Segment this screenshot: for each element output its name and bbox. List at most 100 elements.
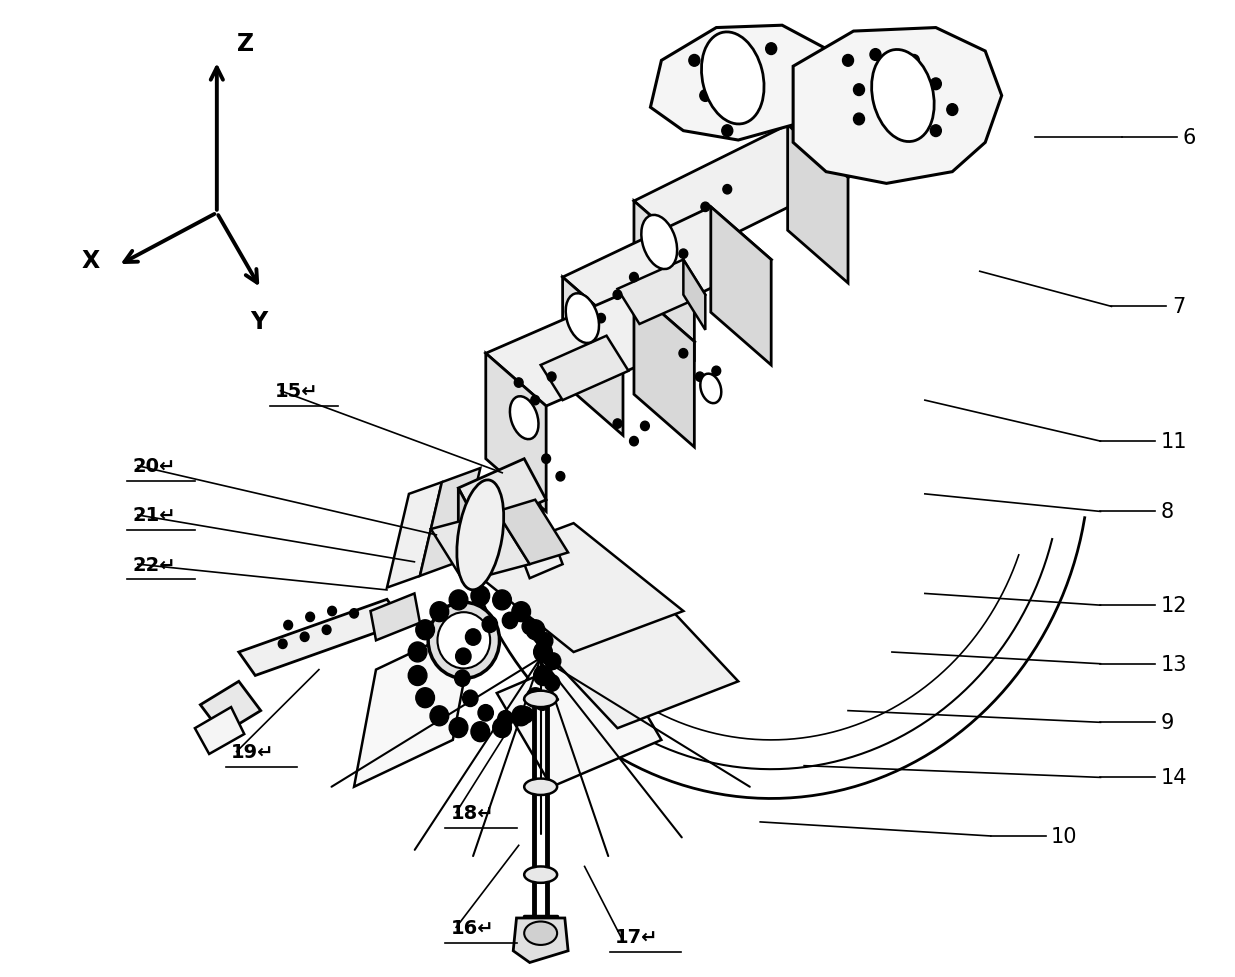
Circle shape	[300, 632, 309, 642]
Polygon shape	[634, 126, 848, 254]
Circle shape	[537, 633, 553, 650]
Circle shape	[597, 315, 605, 323]
Circle shape	[701, 203, 710, 212]
Circle shape	[498, 711, 513, 727]
Circle shape	[493, 590, 511, 611]
Ellipse shape	[457, 481, 504, 590]
Polygon shape	[788, 126, 848, 283]
Circle shape	[327, 607, 336, 616]
Circle shape	[842, 56, 853, 67]
Circle shape	[493, 718, 511, 738]
Polygon shape	[503, 492, 563, 578]
Text: 10: 10	[1051, 827, 1078, 846]
Text: 14: 14	[1161, 768, 1187, 787]
Text: 21↵: 21↵	[132, 506, 175, 525]
Circle shape	[482, 616, 498, 633]
Ellipse shape	[701, 33, 764, 125]
Circle shape	[517, 707, 534, 723]
Circle shape	[930, 79, 941, 91]
Polygon shape	[651, 26, 826, 141]
Circle shape	[322, 625, 331, 635]
Circle shape	[430, 602, 448, 622]
Polygon shape	[370, 594, 420, 641]
Circle shape	[613, 291, 622, 300]
Circle shape	[350, 609, 358, 618]
Text: 13: 13	[1161, 654, 1187, 674]
Circle shape	[306, 613, 315, 622]
Circle shape	[695, 372, 704, 382]
Circle shape	[450, 718, 468, 738]
Circle shape	[766, 44, 777, 56]
Circle shape	[546, 654, 561, 669]
Circle shape	[450, 590, 468, 611]
Circle shape	[511, 706, 531, 726]
Polygon shape	[634, 289, 694, 447]
Circle shape	[471, 586, 489, 606]
Circle shape	[478, 704, 493, 721]
Circle shape	[409, 666, 427, 686]
Circle shape	[641, 422, 650, 431]
Circle shape	[721, 126, 732, 138]
Circle shape	[630, 437, 638, 446]
Circle shape	[511, 602, 531, 622]
Text: 8: 8	[1161, 502, 1174, 522]
Circle shape	[526, 620, 545, 640]
Circle shape	[545, 675, 559, 692]
Polygon shape	[496, 500, 568, 565]
Ellipse shape	[700, 374, 721, 404]
Polygon shape	[387, 483, 442, 588]
Text: 16↵: 16↵	[451, 918, 494, 937]
Polygon shape	[618, 260, 705, 324]
Circle shape	[580, 297, 589, 306]
Text: 9: 9	[1161, 712, 1174, 733]
Text: 12: 12	[1161, 596, 1187, 616]
Circle shape	[662, 244, 672, 253]
Circle shape	[547, 372, 556, 382]
Circle shape	[646, 221, 655, 230]
Polygon shape	[238, 600, 404, 676]
Circle shape	[471, 722, 489, 742]
Circle shape	[416, 688, 435, 708]
Polygon shape	[530, 588, 739, 729]
Ellipse shape	[524, 921, 557, 945]
Text: 22↵: 22↵	[132, 555, 175, 574]
Text: 20↵: 20↵	[132, 457, 175, 476]
Text: X: X	[82, 248, 99, 273]
Ellipse shape	[872, 51, 934, 143]
Polygon shape	[711, 207, 771, 365]
Circle shape	[711, 366, 721, 376]
Polygon shape	[496, 647, 662, 786]
Polygon shape	[793, 28, 1002, 185]
Circle shape	[526, 688, 545, 708]
Circle shape	[947, 105, 958, 116]
Text: 15↵: 15↵	[275, 382, 319, 401]
Circle shape	[679, 349, 688, 359]
Circle shape	[679, 250, 688, 259]
Circle shape	[743, 58, 755, 69]
Circle shape	[531, 396, 540, 405]
Circle shape	[630, 274, 638, 282]
Text: 7: 7	[1172, 297, 1186, 318]
Text: 11: 11	[1161, 432, 1187, 451]
Polygon shape	[563, 277, 622, 436]
Circle shape	[542, 454, 551, 464]
Ellipse shape	[524, 867, 557, 883]
Polygon shape	[514, 918, 568, 962]
Polygon shape	[563, 207, 771, 330]
Polygon shape	[634, 201, 694, 360]
Text: 6: 6	[1183, 127, 1197, 148]
Ellipse shape	[437, 613, 490, 668]
Circle shape	[869, 50, 881, 62]
Circle shape	[909, 56, 919, 67]
Text: Z: Z	[237, 31, 253, 56]
Polygon shape	[485, 354, 546, 512]
Circle shape	[416, 620, 435, 640]
Circle shape	[522, 618, 537, 635]
Text: 19↵: 19↵	[231, 743, 274, 761]
Circle shape	[430, 706, 448, 726]
Circle shape	[722, 186, 731, 194]
Circle shape	[534, 642, 552, 662]
Circle shape	[613, 419, 622, 429]
Circle shape	[278, 640, 287, 649]
Text: 18↵: 18↵	[451, 803, 494, 823]
